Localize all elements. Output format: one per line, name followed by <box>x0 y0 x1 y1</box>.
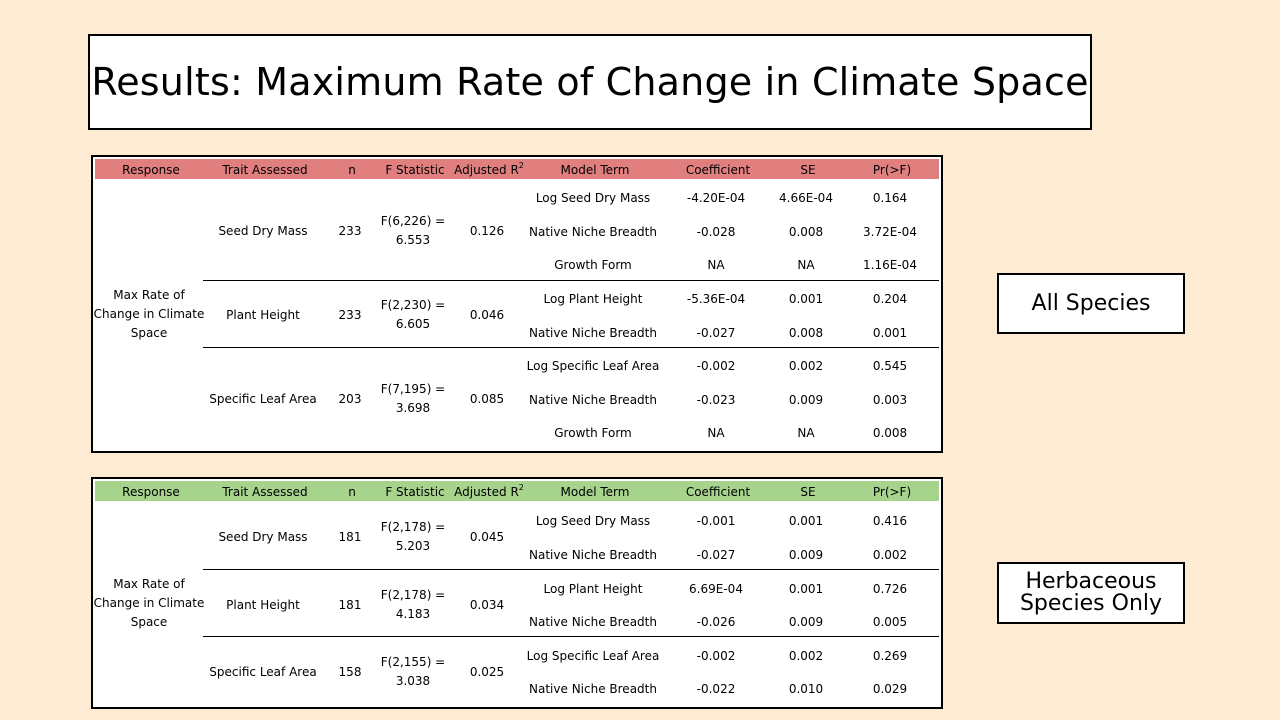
header-coefficient: Coefficient <box>685 163 751 177</box>
header-coefficient: Coefficient <box>685 485 751 499</box>
n-cell: 203 <box>338 392 362 406</box>
header-f-stat: F Statistic <box>385 485 445 499</box>
trait-cell: Plant Height <box>226 308 300 322</box>
header-response: Response <box>122 163 180 177</box>
header-n: n <box>348 163 356 177</box>
f-stat-cell: F(6,226) = 6.553 <box>380 214 446 247</box>
table-all-species: Response Trait Assessed n F Statistic Ad… <box>91 155 943 453</box>
table-header: Response Trait Assessed n F Statistic Ad… <box>95 481 939 501</box>
n-cell: 181 <box>338 530 362 544</box>
divider <box>203 569 939 570</box>
header-adj-r2: Adjusted R2 <box>454 483 524 500</box>
trait-cell: Seed Dry Mass <box>218 530 308 544</box>
header-pr: Pr(>F) <box>872 163 912 177</box>
adj-r2-cell: 0.046 <box>469 308 505 322</box>
header-n: n <box>348 485 356 499</box>
n-cell: 233 <box>338 308 362 322</box>
header-response: Response <box>122 485 180 499</box>
adj-r2-cell: 0.045 <box>469 530 505 544</box>
trait-cell: Specific Leaf Area <box>209 665 317 679</box>
trait-cell: Specific Leaf Area <box>209 392 317 406</box>
response-cell: Max Rate of Change in Climate Space <box>93 288 205 340</box>
adj-r2-cell: 0.034 <box>469 598 505 612</box>
divider <box>203 636 939 637</box>
label-herbaceous-species: Herbaceous Species Only <box>997 562 1185 624</box>
table-herbaceous-species: Response Trait Assessed n F Statistic Ad… <box>91 477 943 709</box>
adj-r2-cell: 0.126 <box>469 224 505 238</box>
divider <box>203 280 939 281</box>
page-title: Results: Maximum Rate of Change in Clima… <box>91 60 1089 104</box>
header-model-term: Model Term <box>560 163 630 177</box>
f-stat-cell: F(2,230) = 6.605 <box>380 298 446 331</box>
header-trait: Trait Assessed <box>222 485 308 499</box>
n-cell: 181 <box>338 598 362 612</box>
header-trait: Trait Assessed <box>222 163 308 177</box>
n-cell: 158 <box>338 665 362 679</box>
header-model-term: Model Term <box>560 485 630 499</box>
header-se: SE <box>800 485 816 499</box>
table-header: Response Trait Assessed n F Statistic Ad… <box>95 159 939 179</box>
header-pr: Pr(>F) <box>872 485 912 499</box>
label-all-species: All Species <box>997 273 1185 334</box>
title-box: Results: Maximum Rate of Change in Clima… <box>88 34 1092 130</box>
trait-cell: Seed Dry Mass <box>218 224 308 238</box>
f-stat-cell: F(2,178) = 5.203 <box>380 520 446 553</box>
response-cell: Max Rate of Change in Climate Space <box>93 577 205 629</box>
f-stat-cell: F(7,195) = 3.698 <box>380 382 446 415</box>
header-f-stat: F Statistic <box>385 163 445 177</box>
trait-cell: Plant Height <box>226 598 300 612</box>
divider <box>203 347 939 348</box>
f-stat-cell: F(2,155) = 3.038 <box>380 655 446 688</box>
header-adj-r2: Adjusted R2 <box>454 161 524 178</box>
n-cell: 233 <box>338 224 362 238</box>
f-stat-cell: F(2,178) = 4.183 <box>380 588 446 621</box>
adj-r2-cell: 0.025 <box>469 665 505 679</box>
header-se: SE <box>800 163 816 177</box>
adj-r2-cell: 0.085 <box>469 392 505 406</box>
